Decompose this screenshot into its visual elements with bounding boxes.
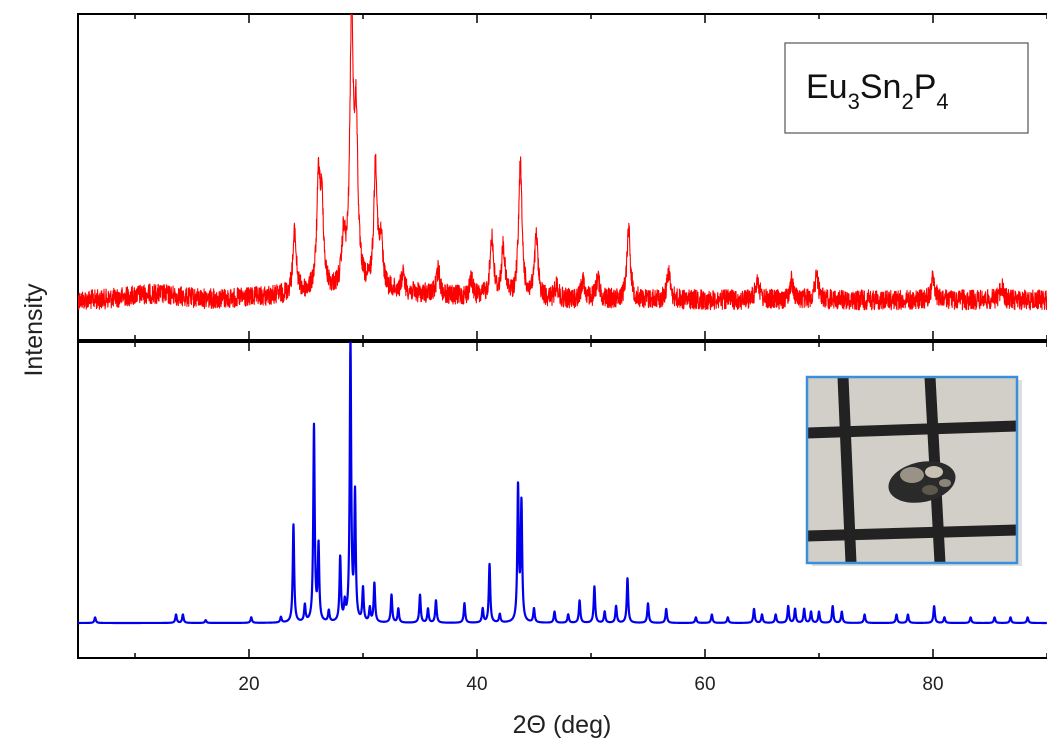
x-tick-label-40: 40 [466, 674, 487, 695]
formula-p: P [914, 68, 937, 106]
x-tick-labels: 20 40 60 80 [238, 674, 943, 695]
formula-eu: Eu [806, 68, 848, 106]
crystal-icon [888, 461, 956, 503]
formula-legend-box [784, 42, 1029, 134]
y-axis-title: Intensity [20, 283, 48, 377]
formula-legend: Eu3Sn2P4 [784, 42, 1029, 134]
formula-sn-subscript: 2 [901, 89, 913, 114]
formula-sn: Sn [860, 68, 902, 106]
x-tick-label-60: 60 [694, 674, 715, 695]
formula-label: Eu3Sn2P4 [806, 68, 949, 114]
bottom-panel-ticks [134, 342, 1047, 658]
formula-eu-subscript: 3 [848, 89, 860, 114]
measured-pattern-line [78, 14, 1047, 311]
formula-p-subscript: 4 [936, 89, 948, 114]
x-tick-label-80: 80 [922, 674, 943, 695]
crystal-photo-inset [805, 375, 1022, 566]
top-panel-ticks [134, 14, 1047, 340]
x-axis-title: 2Θ (deg) [513, 711, 612, 739]
inset-border [805, 375, 1019, 565]
calculated-pattern-line [78, 342, 1047, 625]
grid-paper-lines [807, 377, 1017, 563]
x-tick-label-20: 20 [238, 674, 259, 695]
